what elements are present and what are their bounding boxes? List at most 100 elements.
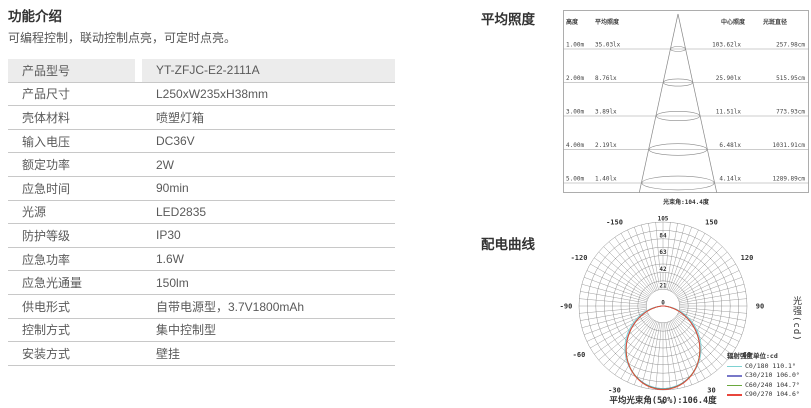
spec-table-row: 防护等级 IP30 xyxy=(8,224,395,248)
polar-grid-spoke xyxy=(586,270,648,300)
polar-grid-spoke xyxy=(655,222,662,290)
spec-label: 控制方式 xyxy=(22,323,71,338)
polar-grid-spoke xyxy=(665,223,678,290)
polar-grid-ring xyxy=(645,288,681,324)
polar-grid-spoke xyxy=(608,241,653,294)
cone-avg-lx-value: 8.76lx xyxy=(595,75,617,82)
spec-table: 产品型号 YT-ZFJC-E2-2111A 产品尺寸 L250xW235xH38mm 壳… xyxy=(8,59,395,366)
polar-legend: 辐射强度单位:cd C0/180 110.1° C30/210 106.0° C60/… xyxy=(727,352,811,400)
polar-legend-item: C30/210 106.0° xyxy=(727,371,811,381)
spec-label: 额定功率 xyxy=(22,158,71,173)
polar-angle-label: 60 xyxy=(743,351,751,359)
spec-label: 安装方式 xyxy=(22,346,71,361)
spec-value: L250xW235xH38mm xyxy=(156,86,269,101)
polar-grid-spoke xyxy=(590,263,649,298)
polar-grid-spoke xyxy=(676,257,732,297)
polar-grid-spoke xyxy=(590,314,649,349)
cone-avg-lx-value: 3.89lx xyxy=(595,109,617,116)
spec-value: 2W xyxy=(156,157,174,172)
avg-illuminance-cone-diagram: 高度 平均照度 中心照度 光斑直径 1.00m 35.03lx 103.62lx 257.98… xyxy=(563,10,809,206)
cone-col-header-avg: 平均照度 xyxy=(595,18,620,26)
polar-grid-spoke xyxy=(671,320,706,379)
polar-grid-spoke xyxy=(664,322,671,390)
legend-series-label: C90/270 104.6° xyxy=(745,390,800,398)
legend-color-dash xyxy=(727,365,742,367)
distribution-heading: 配电曲线 xyxy=(481,237,535,252)
polar-grid-spoke xyxy=(673,241,718,294)
polar-grid-spoke xyxy=(668,321,692,386)
polar-grid-spoke xyxy=(648,223,661,290)
legend-color-dash xyxy=(727,375,742,377)
cone-avg-lx-value: 35.03lx xyxy=(595,42,621,49)
spec-label: 应急时间 xyxy=(22,181,71,196)
polar-grid-spoke xyxy=(627,321,657,383)
spec-column-gap xyxy=(135,59,142,82)
cone-spot-diameter-value: 773.93cm xyxy=(776,109,805,116)
polar-curve-c90-270 xyxy=(625,305,701,391)
polar-angle-label: 150 xyxy=(705,218,718,226)
polar-grid-spoke xyxy=(669,229,699,291)
spec-column-gap xyxy=(135,83,142,106)
polar-grid-spoke xyxy=(664,222,671,290)
polar-angle-label: -150 xyxy=(606,218,623,226)
spec-label: 供电形式 xyxy=(22,299,71,314)
polar-grid-spoke xyxy=(641,224,659,290)
spec-value: LED2835 xyxy=(156,204,207,219)
cone-spot-diameter-value: 1031.91cm xyxy=(772,142,805,149)
polar-grid-spoke xyxy=(678,311,743,335)
polar-angle-label: -90 xyxy=(560,303,573,311)
spec-value: 自带电源型，3.7V1800mAh xyxy=(156,299,305,314)
polar-grid-spoke xyxy=(620,233,655,292)
polar-grid-spoke xyxy=(581,284,647,302)
polar-grid-spoke xyxy=(614,237,654,293)
polar-angle-label: -30 xyxy=(608,387,621,395)
polar-angle-label: -60 xyxy=(573,351,586,359)
legend-series-label: C30/210 106.0° xyxy=(745,371,800,379)
polar-radial-tick-label: 105 xyxy=(658,216,669,223)
polar-grid-spoke xyxy=(579,307,647,314)
polar-grid-spoke xyxy=(675,316,728,361)
polar-grid-spoke xyxy=(598,316,651,361)
spec-table-row: 应急光通量 150lm xyxy=(8,271,395,295)
spec-column-gap xyxy=(135,224,142,247)
polar-grid-spoke xyxy=(594,257,650,297)
polar-grid-spoke xyxy=(586,312,648,342)
polar-angle-label: 90 xyxy=(756,303,764,311)
polar-grid-spoke xyxy=(677,263,736,298)
polar-legend-title: 辐射强度单位:cd xyxy=(727,352,778,360)
spec-label: 应急功率 xyxy=(22,252,71,267)
spec-table-row: 光源 LED2835 xyxy=(8,201,395,225)
polar-intensity-axis-label: 光强(cd) xyxy=(791,296,801,342)
cone-height-label: 1.00m xyxy=(566,42,584,49)
polar-grid-spoke xyxy=(627,229,657,291)
cone-spot-ellipse xyxy=(641,175,715,191)
spec-value: 150lm xyxy=(156,275,189,290)
spec-column-gap xyxy=(135,130,142,153)
cone-col-header-spot: 光斑直径 xyxy=(762,18,787,26)
spec-value: 喷塑灯箱 xyxy=(156,110,205,125)
spec-column-gap xyxy=(135,319,142,342)
cone-height-label: 2.00m xyxy=(566,75,584,82)
polar-grid-spoke xyxy=(672,237,712,293)
spec-table-row: 安装方式 壁挂 xyxy=(8,342,395,366)
spec-column-gap xyxy=(135,271,142,294)
cone-avg-lx-value: 1.40lx xyxy=(595,176,617,183)
cone-spot-diameter-value: 257.98cm xyxy=(776,42,805,49)
spec-value: YT-ZFJC-E2-2111A xyxy=(142,59,395,82)
polar-grid-spoke xyxy=(668,226,692,291)
spec-table-row: 额定功率 2W xyxy=(8,153,395,177)
spec-table-row: 应急时间 90min xyxy=(8,177,395,201)
spec-table-row: 应急功率 1.6W xyxy=(8,248,395,272)
distribution-polar-chart: 0 30 60 90 120 150 -150 -120 -90 -60 -30 0 21 42 63 84 1… xyxy=(560,215,765,405)
cone-left-edge xyxy=(638,13,679,193)
cone-diagram-frame xyxy=(563,10,809,193)
cone-center-lx-value: 6.48lx xyxy=(719,142,741,149)
spec-label: 光源 xyxy=(22,205,47,220)
spec-table-row: 产品型号 YT-ZFJC-E2-2111A xyxy=(8,59,395,83)
avg-illuminance-heading: 平均照度 xyxy=(481,12,535,27)
cone-spot-diameter-value: 1289.89cm xyxy=(772,176,805,183)
polar-grid-spoke xyxy=(641,322,659,388)
polar-radial-tick-label: 84 xyxy=(659,232,667,239)
cone-height-label: 5.00m xyxy=(566,176,584,183)
polar-grid-spoke xyxy=(594,315,650,355)
